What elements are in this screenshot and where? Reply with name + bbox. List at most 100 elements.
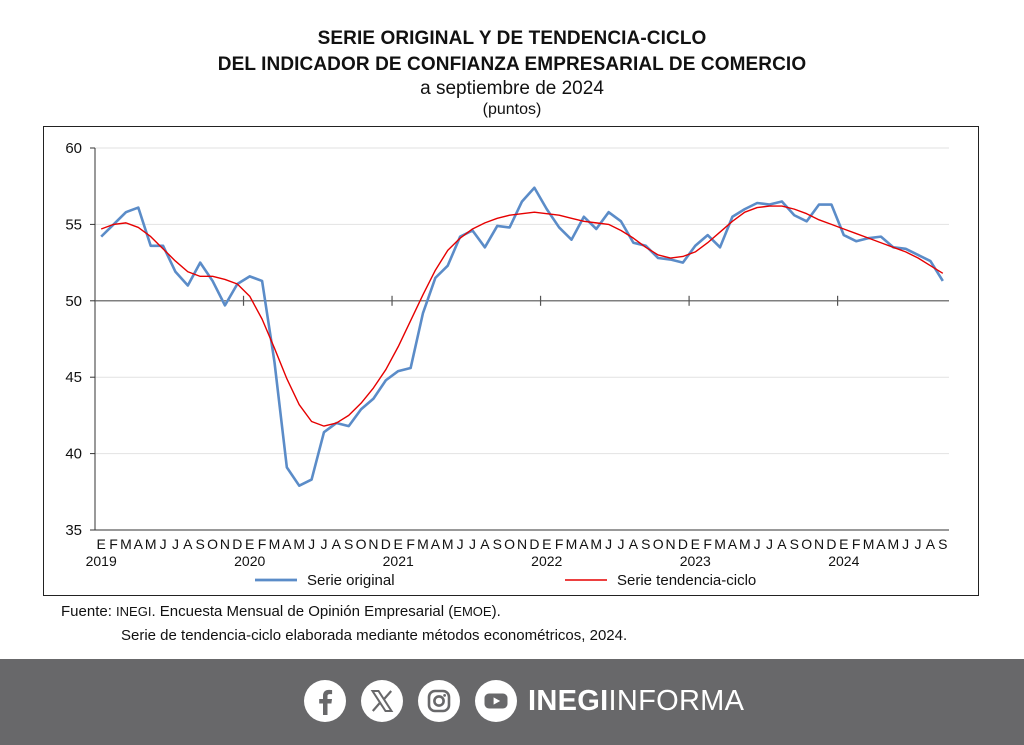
x-tick-label: F (258, 536, 267, 552)
x-tick-label: N (665, 536, 675, 552)
x-tick-label: O (504, 536, 515, 552)
chart-titles: SERIE ORIGINAL Y DE TENDENCIA-CICLO DEL … (0, 26, 1024, 120)
x-tick-label: M (293, 536, 305, 552)
x-tick-label: A (728, 536, 738, 552)
x-tick-label: O (801, 536, 812, 552)
source-abbr: EMOE (453, 604, 492, 619)
x-tick-label: A (579, 536, 589, 552)
x-tick-label: E (97, 536, 106, 552)
source-label: Fuente: (61, 603, 117, 620)
x-tick-label: E (839, 536, 848, 552)
x-tick-label: D (381, 536, 391, 552)
x-tick-label: N (814, 536, 824, 552)
x-tick-label: J (172, 536, 179, 552)
x-tick-label: S (790, 536, 799, 552)
x-tick-label: M (269, 536, 281, 552)
source-org: INEGI (116, 604, 152, 619)
x-tick-label: A (282, 536, 292, 552)
x-tick-label: F (852, 536, 861, 552)
x-tick-label: A (183, 536, 193, 552)
x-icon[interactable] (360, 679, 404, 723)
x-tick-label: J (605, 536, 612, 552)
y-tick-label: 50 (65, 293, 82, 310)
x-tick-label: F (109, 536, 118, 552)
x-tick-label: A (926, 536, 936, 552)
x-tick-label: N (517, 536, 527, 552)
x-tick-label: S (196, 536, 205, 552)
x-tick-label: F (555, 536, 564, 552)
x-tick-label: J (160, 536, 167, 552)
x-tick-label: S (344, 536, 353, 552)
x-tick-label: O (653, 536, 664, 552)
x-tick-label: M (863, 536, 875, 552)
source-end: ). (491, 603, 501, 620)
year-label: 2020 (234, 553, 265, 569)
source-note: Fuente: INEGI. Encuesta Mensual de Opini… (61, 600, 501, 624)
x-tick-label: M (442, 536, 454, 552)
social-links (303, 679, 531, 723)
x-tick-label: M (739, 536, 751, 552)
x-tick-label: N (368, 536, 378, 552)
x-tick-label: M (714, 536, 726, 552)
x-tick-label: O (356, 536, 367, 552)
x-tick-label: S (938, 536, 947, 552)
x-tick-label: A (876, 536, 886, 552)
x-tick-label: J (766, 536, 773, 552)
x-tick-label: J (754, 536, 761, 552)
x-tick-label: J (469, 536, 476, 552)
youtube-icon[interactable] (474, 679, 518, 723)
x-tick-label: J (915, 536, 922, 552)
facebook-icon[interactable] (303, 679, 347, 723)
x-tick-label: M (887, 536, 899, 552)
year-label: 2022 (531, 553, 562, 569)
x-tick-label: A (134, 536, 144, 552)
x-tick-label: J (308, 536, 315, 552)
x-tick-label: E (691, 536, 700, 552)
chart-title-line1: SERIE ORIGINAL Y DE TENDENCIA-CICLO (317, 28, 707, 49)
x-tick-label: A (777, 536, 787, 552)
x-tick-label: E (245, 536, 254, 552)
series-line-trend (100, 205, 944, 427)
x-tick-label: M (590, 536, 602, 552)
x-tick-label: M (417, 536, 429, 552)
y-tick-label: 55 (65, 216, 82, 233)
year-label: 2023 (680, 553, 711, 569)
x-tick-label: A (629, 536, 639, 552)
x-tick-label: D (826, 536, 836, 552)
x-tick-label: J (902, 536, 909, 552)
x-tick-label: N (220, 536, 230, 552)
instagram-icon[interactable] (417, 679, 461, 723)
x-tick-label: E (542, 536, 551, 552)
inegi-informa-logo: INEGIINFORMA (528, 683, 744, 719)
brand-regular: INFORMA (608, 685, 745, 717)
series-line-original (100, 186, 944, 487)
x-tick-label: J (320, 536, 327, 552)
x-tick-label: D (232, 536, 242, 552)
chart-subtitle: a septiembre de 2024 (420, 78, 604, 99)
y-tick-label: 35 (65, 522, 82, 539)
y-tick-label: 60 (65, 140, 82, 157)
x-tick-label: F (703, 536, 712, 552)
legend-label-original: Serie original (307, 572, 395, 589)
x-tick-label: M (145, 536, 157, 552)
chart-title-line2: DEL INDICADOR DE CONFIANZA EMPRESARIAL D… (217, 54, 807, 75)
x-tick-label: M (120, 536, 132, 552)
x-tick-label: F (406, 536, 415, 552)
x-tick-label: O (207, 536, 218, 552)
x-tick-label: S (641, 536, 650, 552)
chart-units: (puntos) (482, 101, 542, 118)
legend-label-trend: Serie tendencia-ciclo (617, 572, 756, 589)
year-label: 2024 (828, 553, 859, 569)
x-tick-label: A (431, 536, 441, 552)
x-tick-label: E (394, 536, 403, 552)
year-label: 2019 (86, 553, 117, 569)
y-tick-label: 45 (65, 369, 82, 386)
x-tick-label: A (480, 536, 490, 552)
chart-frame (43, 126, 979, 596)
x-tick-label: A (332, 536, 342, 552)
brand-bold: INEGI (528, 685, 609, 717)
x-tick-label: S (493, 536, 502, 552)
x-tick-label: D (678, 536, 688, 552)
y-tick-label: 40 (65, 446, 82, 463)
